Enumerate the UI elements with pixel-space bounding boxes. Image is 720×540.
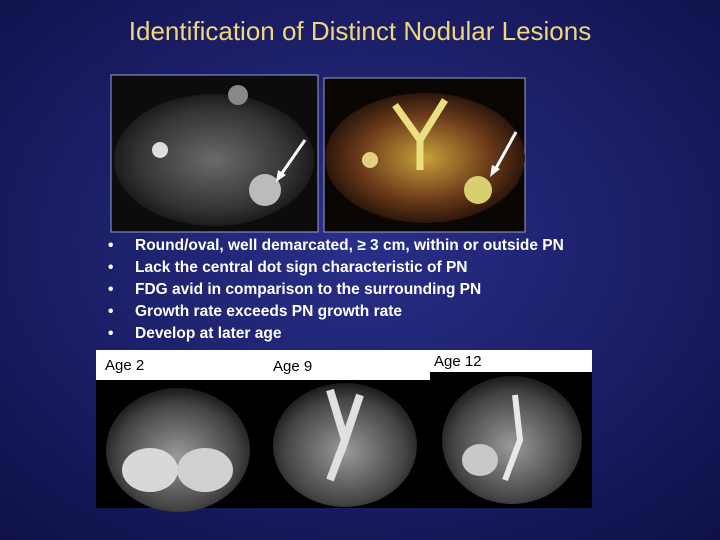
bullet-text: Develop at later age xyxy=(135,325,282,342)
bullet-text: Round/oval, well demarcated, ≥ 3 cm, wit… xyxy=(135,237,564,254)
bullet-text: FDG avid in comparison to the surroundin… xyxy=(135,281,481,298)
slide-title: Identification of Distinct Nodular Lesio… xyxy=(129,16,591,46)
svg-text:•: • xyxy=(108,237,113,254)
bullet-item: • Develop at later age xyxy=(108,325,282,342)
image-label: Age 9 xyxy=(273,358,312,375)
svg-text:•: • xyxy=(108,303,113,320)
bullet-list: • Round/oval, well demarcated, ≥ 3 cm, wi… xyxy=(108,237,564,342)
axial-mri-image xyxy=(110,74,319,233)
svg-text:•: • xyxy=(108,325,113,342)
bullet-item: • FDG avid in comparison to the surroundi… xyxy=(108,281,481,298)
svg-text:•: • xyxy=(108,281,113,298)
coronal-image xyxy=(273,383,417,507)
coronal-image xyxy=(442,376,582,504)
svg-text:•: • xyxy=(108,259,113,276)
bullet-item: • Round/oval, well demarcated, ≥ 3 cm, wi… xyxy=(108,237,564,254)
coronal-mri-series: Age 2 Age 9 Age 12 xyxy=(96,350,592,512)
image-label: Age 2 xyxy=(105,357,144,374)
bullet-text: Growth rate exceeds PN growth rate xyxy=(135,303,402,320)
bullet-item: • Lack the central dot sign characteristi… xyxy=(108,259,468,276)
coronal-image xyxy=(106,388,250,512)
bullet-text: Lack the central dot sign characteristic… xyxy=(135,259,468,276)
pet-ct-image xyxy=(323,77,526,233)
bullet-item: • Growth rate exceeds PN growth rate xyxy=(108,303,402,320)
image-label: Age 12 xyxy=(434,353,482,370)
